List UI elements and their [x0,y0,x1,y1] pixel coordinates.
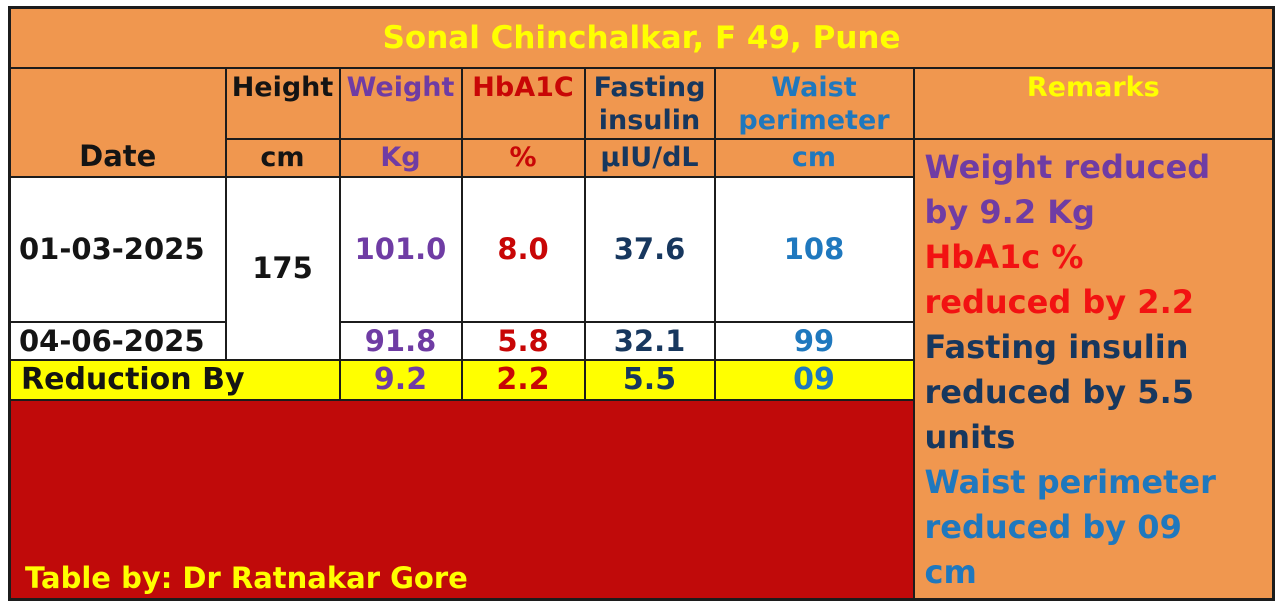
col-header-fasting-insulin: Fasting insulin [583,66,716,140]
remark-hba1c: HbA1c % reduced by 2.2 [924,237,1194,321]
col-header-hba1c: HbA1C [460,66,586,140]
cell-hba1c-row2: 5.8 [460,320,586,361]
patient-metrics-table: Sonal Chinchalkar, F 49, Pune Date Heigh… [8,6,1276,601]
credit-text: Table by: Dr Ratnakar Gore [25,560,468,595]
cell-insulin-row1: 37.6 [583,175,716,323]
col-header-date: Date [8,66,227,178]
reduction-insulin: 5.5 [583,358,716,401]
col-header-height: Height [224,66,341,140]
remark-insulin: Fasting insulin reduced by 5.5 units [924,327,1194,456]
cell-waist-row2: 99 [713,320,915,361]
cell-waist-row1: 108 [713,175,915,323]
patient-title: Sonal Chinchalkar, F 49, Pune [8,6,1275,69]
reduction-waist: 09 [713,358,915,401]
remark-weight: Weight reduced by 9.2 Kg [924,147,1211,231]
cell-hba1c-row1: 8.0 [460,175,586,323]
health-record-sheet: Sonal Chinchalkar, F 49, Pune Date Heigh… [8,6,1276,601]
reduction-label: Reduction By [8,358,341,401]
footer-red-area: Table by: Dr Ratnakar Gore [8,398,915,601]
col-header-waist-perimeter: Waist perimeter [713,66,915,140]
unit-hba1c: % [460,137,586,178]
cell-insulin-row2: 32.1 [583,320,716,361]
unit-weight: Kg [338,137,463,178]
cell-height-value: 175 [224,175,341,361]
cell-date-row1: 01-03-2025 [8,175,227,323]
remark-waist: Waist perimeter reduced by 09 cm [924,462,1216,591]
remarks-body: Weight reduced by 9.2 Kg HbA1c % reduced… [912,137,1275,601]
unit-height: cm [224,137,341,178]
reduction-weight: 9.2 [338,358,463,401]
unit-insulin: µIU/dL [583,137,716,178]
cell-weight-row2: 91.8 [338,320,463,361]
cell-date-row2: 04-06-2025 [8,320,227,361]
col-header-weight: Weight [338,66,463,140]
col-header-remarks: Remarks [912,66,1275,140]
unit-waist: cm [713,137,915,178]
reduction-hba1c: 2.2 [460,358,586,401]
cell-weight-row1: 101.0 [338,175,463,323]
